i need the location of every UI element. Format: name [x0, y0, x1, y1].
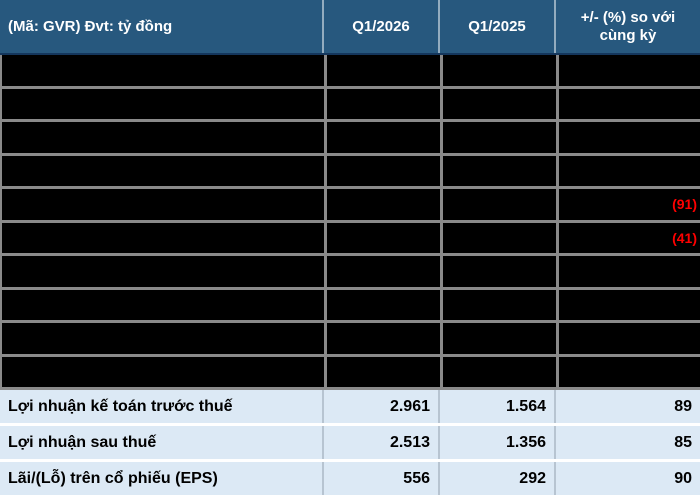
redacted-metric-cell	[2, 256, 324, 287]
redacted-q1-2026-cell	[324, 356, 440, 387]
redacted-change-cell	[556, 289, 700, 320]
redacted-row	[2, 356, 700, 390]
redacted-q1-2025-cell	[440, 189, 556, 220]
redacted-q1-2026-cell	[324, 323, 440, 354]
redacted-row	[2, 55, 700, 89]
redacted-q1-2026-cell	[324, 88, 440, 119]
redacted-q1-2025-cell	[440, 289, 556, 320]
redacted-row: (41)	[2, 222, 700, 256]
redacted-q1-2025-cell	[440, 356, 556, 387]
value-q1-2026-cell: 556	[322, 462, 438, 495]
redacted-change-cell: (41)	[556, 222, 700, 253]
redacted-metric-cell	[2, 223, 324, 254]
value-change-pct-cell: 90	[554, 462, 700, 495]
value-q1-2025-cell: 292	[438, 462, 554, 495]
table-row: Lãi/(Lỗ) trên cổ phiếu (EPS) 556 292 90	[0, 462, 700, 498]
redacted-row	[2, 88, 700, 122]
redacted-q1-2026-cell	[324, 256, 440, 287]
redacted-row	[2, 155, 700, 189]
redacted-metric-cell	[2, 323, 324, 354]
value-q1-2026-cell: 2.513	[322, 426, 438, 459]
table-header-row: (Mã: GVR) Đvt: tỷ đồng Q1/2026 Q1/2025 +…	[0, 0, 700, 55]
redacted-change-cell	[556, 55, 700, 86]
redacted-metric-cell	[2, 290, 324, 321]
redacted-q1-2026-cell	[324, 55, 440, 86]
redacted-metric-cell	[2, 357, 324, 388]
redacted-q1-2026-cell	[324, 155, 440, 186]
value-change-pct-cell: 85	[554, 426, 700, 459]
redacted-change-cell	[556, 88, 700, 119]
redacted-q1-2026-cell	[324, 289, 440, 320]
redacted-row	[2, 289, 700, 323]
redacted-q1-2025-cell	[440, 55, 556, 86]
redacted-change-cell	[556, 356, 700, 387]
redacted-row: (91)	[2, 189, 700, 223]
metric-label-cell: Lợi nhuận kế toán trước thuế	[8, 397, 233, 415]
metric-label-cell: Lợi nhuận sau thuế	[8, 433, 157, 451]
value-change-pct-cell: 89	[554, 390, 700, 423]
redacted-metric-cell	[2, 156, 324, 187]
redacted-metric-cell	[2, 55, 324, 86]
redacted-q1-2025-cell	[440, 155, 556, 186]
redacted-row	[2, 122, 700, 156]
header-cell-change-pct: +/- (%) so với cùng kỳ	[554, 0, 700, 53]
redacted-q1-2026-cell	[324, 189, 440, 220]
redacted-q1-2026-cell	[324, 222, 440, 253]
redacted-metric-cell	[2, 89, 324, 120]
redacted-metric-cell	[2, 189, 324, 220]
redacted-q1-2025-cell	[440, 222, 556, 253]
header-cell-q1-2026: Q1/2026	[322, 0, 438, 53]
data-rows-section: Lợi nhuận kế toán trước thuế 2.961 1.564…	[0, 390, 700, 498]
value-q1-2025-cell: 1.356	[438, 426, 554, 459]
value-q1-2025-cell: 1.564	[438, 390, 554, 423]
redacted-q1-2025-cell	[440, 88, 556, 119]
redacted-metric-cell	[2, 122, 324, 153]
redacted-q1-2025-cell	[440, 256, 556, 287]
redacted-q1-2025-cell	[440, 122, 556, 153]
redacted-change-cell	[556, 323, 700, 354]
redacted-change-cell	[556, 122, 700, 153]
header-cell-q1-2025: Q1/2025	[438, 0, 554, 53]
redacted-q1-2026-cell	[324, 122, 440, 153]
redacted-row	[2, 323, 700, 357]
metric-label-cell: Lãi/(Lỗ) trên cổ phiếu (EPS)	[8, 469, 218, 487]
change-negative-value: (91)	[672, 196, 697, 213]
value-q1-2026-cell: 2.961	[322, 390, 438, 423]
redacted-change-cell	[556, 155, 700, 186]
table-row: Lợi nhuận sau thuế 2.513 1.356 85	[0, 426, 700, 462]
table-row: Lợi nhuận kế toán trước thuế 2.961 1.564…	[0, 390, 700, 426]
redacted-change-cell: (91)	[556, 189, 700, 220]
header-cell-ticker-unit: (Mã: GVR) Đvt: tỷ đồng	[8, 17, 173, 35]
redacted-rows-section: (91) (41)	[0, 55, 700, 390]
redacted-row	[2, 256, 700, 290]
redacted-q1-2025-cell	[440, 323, 556, 354]
redacted-change-cell	[556, 256, 700, 287]
change-negative-value: (41)	[672, 229, 697, 246]
